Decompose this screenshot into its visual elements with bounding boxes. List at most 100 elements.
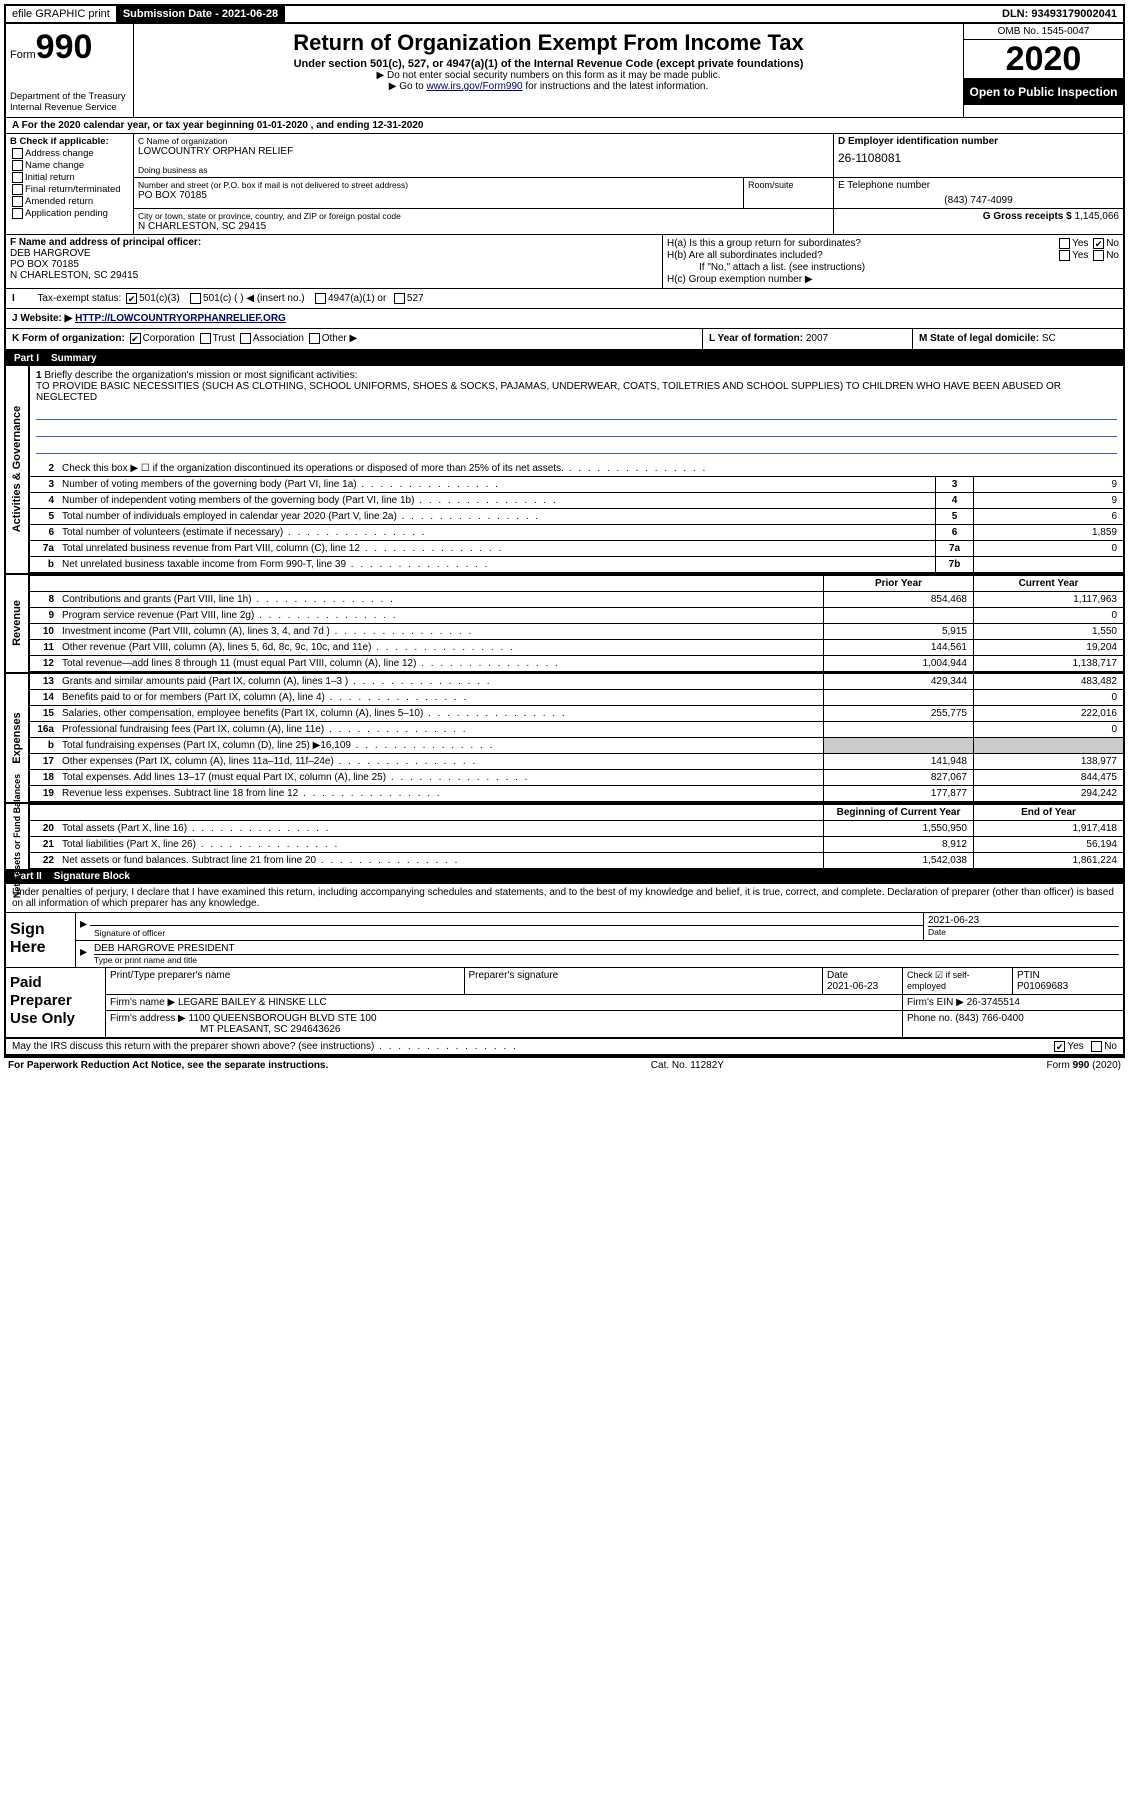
col-d: D Employer identification number 26-1108… [833,134,1123,177]
h-c-line: H(c) Group exemption number ▶ [667,274,1119,285]
officer-label: F Name and address of principal officer: [10,237,658,248]
sig-name-label: Type or print name and title [94,954,1119,965]
side-ag: Activities & Governance [6,366,30,573]
lbl-527: 527 [407,293,424,304]
note2-pre: ▶ Go to [389,81,427,92]
fin-line: 9Program service revenue (Part VIII, lin… [30,608,1123,624]
hdr-prior: Prior Year [823,576,973,591]
page-footer: For Paperwork Reduction Act Notice, see … [4,1058,1125,1073]
ein-value: 26-1108081 [838,147,1119,165]
prep-ptin-cell: PTINP01069683 [1013,968,1123,994]
org-name-label: C Name of organization [138,136,829,146]
fin-line: 22Net assets or fund balances. Subtract … [30,853,1123,869]
firm-ein-cell: Firm's EIN ▶ 26-3745514 [903,995,1123,1010]
prep-name-hdr: Print/Type preparer's name [106,968,465,994]
dln-label: DLN: 93493179002041 [996,6,1123,22]
col-c-block: C Name of organization LOWCOUNTRY ORPHAN… [134,134,1123,234]
exp-lines: 13Grants and similar amounts paid (Part … [30,674,1123,802]
chk-527[interactable] [394,293,405,304]
fin-line: 19Revenue less expenses. Subtract line 1… [30,786,1123,802]
form-container: Form990 Department of the Treasury Inter… [4,24,1125,1058]
officer-name: DEB HARGROVE [10,248,658,259]
klm-row: K Form of organization: Corporation Trus… [6,329,1123,350]
spacer [285,6,996,22]
firm-addr-row: Firm's address ▶ 1100 QUEENSBOROUGH BLVD… [106,1011,1123,1037]
chk-corp[interactable] [130,333,141,344]
rev-header: Prior Year Current Year [30,575,1123,592]
m-cell: M State of legal domicile: SC [913,329,1123,348]
gov-line: 4Number of independent voting members of… [30,493,1123,509]
sig-name-title: DEB HARGROVE PRESIDENT [94,943,1119,954]
officer-addr2: N CHARLESTON, SC 29415 [10,270,658,281]
fin-line: 20Total assets (Part X, line 16)1,550,95… [30,821,1123,837]
rev-content: Prior Year Current Year 8Contributions a… [30,575,1123,672]
header-left: Form990 Department of the Treasury Inter… [6,24,134,117]
gov-line: 2Check this box ▶ ☐ if the organization … [30,461,1123,477]
chk-4947[interactable] [315,293,326,304]
note2-post: for instructions and the latest informat… [523,81,709,92]
chk-501c[interactable] [190,293,201,304]
tax-year: 2020 [964,40,1123,79]
footer-left: For Paperwork Reduction Act Notice, see … [8,1060,328,1071]
col-e: E Telephone number (843) 747-4099 [833,178,1123,208]
activities-governance: Activities & Governance 1 Briefly descri… [6,366,1123,573]
gross-label: G Gross receipts $ [983,211,1072,222]
ag-content: 1 Briefly describe the organization's mi… [30,366,1123,573]
instructions-link[interactable]: www.irs.gov/Form990 [426,81,522,92]
addr-row: Number and street (or P.O. box if mail i… [134,178,1123,209]
chk-pending[interactable]: Application pending [10,208,129,219]
hdr-begin: Beginning of Current Year [823,805,973,820]
efile-label[interactable]: efile GRAPHIC print [6,6,117,22]
signature-block: Under penalties of perjury, I declare th… [6,884,1123,1056]
chk-initial[interactable]: Initial return [10,172,129,183]
lbl-trust: Trust [213,334,235,345]
city-label: City or town, state or province, country… [138,211,829,221]
fin-line: 11Other revenue (Part VIII, column (A), … [30,640,1123,656]
chk-discuss-yes[interactable] [1054,1041,1065,1052]
room-cell: Room/suite [743,178,833,208]
discuss-answer: Yes No [1052,1041,1117,1052]
gov-line: 7aTotal unrelated business revenue from … [30,541,1123,557]
mission-block: 1 Briefly describe the organization's mi… [30,366,1123,461]
arrow-icon-2 [76,941,90,967]
chk-assoc[interactable] [240,333,251,344]
gross-value: 1,145,066 [1075,211,1120,222]
chk-discuss-no[interactable] [1091,1041,1102,1052]
gov-line: 3Number of voting members of the governi… [30,477,1123,493]
revenue-section: Revenue Prior Year Current Year 8Contrib… [6,573,1123,672]
header-row: Form990 Department of the Treasury Inter… [6,24,1123,118]
section-bcde: B Check if applicable: Address change Na… [6,134,1123,235]
chk-501c3[interactable] [126,293,137,304]
prep-date-cell: Date2021-06-23 [823,968,903,994]
h-a-label: H(a) Is this a group return for subordin… [667,238,861,249]
top-bar: efile GRAPHIC print Submission Date - 20… [4,4,1125,24]
city-row: City or town, state or province, country… [134,209,1123,234]
chk-final[interactable]: Final return/terminated [10,184,129,195]
chk-other[interactable] [309,333,320,344]
side-net: Net Assets or Fund Balances [6,804,30,869]
tax-year-line: A For the 2020 calendar year, or tax yea… [6,118,1123,134]
paid-cells: Print/Type preparer's name Preparer's si… [106,968,1123,1037]
net-header: Beginning of Current Year End of Year [30,804,1123,821]
h-b-line: H(b) Are all subordinates included? Yes … [667,250,1119,261]
header-right: OMB No. 1545-0047 2020 Open to Public In… [963,24,1123,117]
city-cell: City or town, state or province, country… [134,209,833,234]
chk-amended[interactable]: Amended return [10,196,129,207]
discuss-row: May the IRS discuss this return with the… [6,1039,1123,1056]
ein-label: D Employer identification number [838,136,1119,147]
website-link[interactable]: HTTP://LOWCOUNTRYORPHANRELIEF.ORG [75,313,286,324]
fin-line: 21Total liabilities (Part X, line 26)8,9… [30,837,1123,853]
footer-right: Form 990 (2020) [1047,1060,1121,1071]
expenses-section: Expenses 13Grants and similar amounts pa… [6,672,1123,802]
arrow-icon [76,913,90,940]
status-label: Tax-exempt status: [37,293,121,304]
col-b: B Check if applicable: Address change Na… [6,134,134,234]
chk-address[interactable]: Address change [10,148,129,159]
chk-name[interactable]: Name change [10,160,129,171]
l-cell: L Year of formation: 2007 [703,329,913,348]
check-b-label: B Check if applicable: [10,136,129,147]
org-name-cell: C Name of organization LOWCOUNTRY ORPHAN… [134,134,833,177]
chk-trust[interactable] [200,333,211,344]
officer-addr1: PO BOX 70185 [10,259,658,270]
gov-lines: 2Check this box ▶ ☐ if the organization … [30,461,1123,573]
